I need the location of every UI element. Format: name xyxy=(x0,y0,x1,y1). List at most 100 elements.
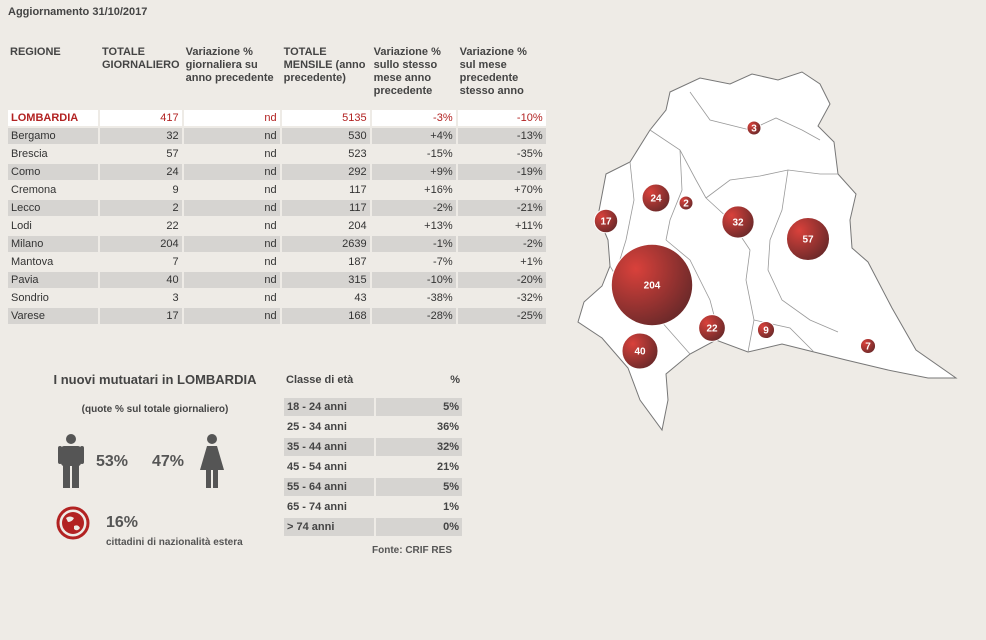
cell-daily: 17 xyxy=(100,308,182,324)
cell-var-prev: +11% xyxy=(457,218,546,234)
cell-daily: 7 xyxy=(100,254,182,270)
cell-monthly: 315 xyxy=(281,272,370,288)
cell-daily: 32 xyxy=(100,128,182,144)
map-bubble-label-varese: 17 xyxy=(600,217,612,228)
age-header-pct: % xyxy=(450,374,460,386)
age-row: 25 - 34 anni 36% xyxy=(284,418,462,436)
age-pct: 5% xyxy=(376,478,462,496)
map-bubble-bergamo xyxy=(721,205,755,239)
age-row: 45 - 54 anni 21% xyxy=(284,458,462,476)
foreign-label: cittadini di nazionalità estera xyxy=(106,537,243,548)
cell-var-prev: -2% xyxy=(457,236,546,252)
age-pct: 21% xyxy=(376,458,462,476)
map-bubble-cremona xyxy=(756,320,776,340)
cell-var-daily: nd xyxy=(183,218,280,234)
cell-monthly: 117 xyxy=(281,200,370,216)
mutuatari-subtitle: (quote % sul totale giornaliero) xyxy=(81,404,229,415)
map-bubble-como xyxy=(641,183,671,213)
age-pct: 5% xyxy=(376,398,462,416)
cell-province: Como xyxy=(8,164,98,180)
cell-var-prev: -19% xyxy=(457,164,546,180)
age-class: 45 - 54 anni xyxy=(284,458,374,476)
age-header-class: Classe di età xyxy=(286,374,354,386)
cell-var-month: +13% xyxy=(371,218,456,234)
cell-var-month: +4% xyxy=(371,128,456,144)
cell-var-daily: nd xyxy=(183,164,280,180)
map-bubble-milano xyxy=(610,243,694,327)
age-pct: 1% xyxy=(376,498,462,516)
cell-var-daily: nd xyxy=(183,200,280,216)
cell-var-month: +9% xyxy=(371,164,456,180)
cell-var-daily: nd xyxy=(183,272,280,288)
lombardy-map: 3 24 2 17 32 57 204 22 9 40 7 xyxy=(577,71,958,432)
cell-var-prev: +70% xyxy=(457,182,546,198)
age-pct: 36% xyxy=(376,418,462,436)
source-note: Fonte: CRIF RES xyxy=(372,545,452,556)
male-percentage: 53% xyxy=(96,453,129,470)
cell-daily: 57 xyxy=(100,146,182,162)
cell-var-month: -38% xyxy=(371,290,456,306)
age-class: 35 - 44 anni xyxy=(284,438,374,456)
cell-var-prev: +1% xyxy=(457,254,546,270)
cell-region-var-daily: nd xyxy=(183,110,280,126)
cell-var-month: -10% xyxy=(371,272,456,288)
cell-daily: 9 xyxy=(100,182,182,198)
cell-var-month: -1% xyxy=(371,236,456,252)
map-bubble-sondrio xyxy=(746,120,762,136)
cell-region-daily: 417 xyxy=(100,110,182,126)
cell-var-month: -15% xyxy=(371,146,456,162)
female-icon xyxy=(200,434,224,488)
map-bubble-mantova xyxy=(859,337,877,355)
map-bubble-label-lodi: 22 xyxy=(706,324,718,335)
cell-province: Mantova xyxy=(8,254,98,270)
cell-region-var-prev: -10% xyxy=(457,110,546,126)
cell-var-month: -7% xyxy=(371,254,456,270)
cell-monthly: 292 xyxy=(281,164,370,180)
cell-monthly: 168 xyxy=(281,308,370,324)
globe-icon xyxy=(56,506,90,540)
cell-monthly: 204 xyxy=(281,218,370,234)
header-var-mese-precedente: Variazione % sul mese precedente stesso … xyxy=(459,46,527,97)
age-header-row: Classe di età % xyxy=(284,374,462,396)
mutuatari-title: I nuovi mutuatari in LOMBARDIA xyxy=(53,372,257,387)
cell-province: Cremona xyxy=(8,182,98,198)
cell-var-month: +16% xyxy=(371,182,456,198)
cell-var-daily: nd xyxy=(183,146,280,162)
cell-province: Sondrio xyxy=(8,290,98,306)
cell-monthly: 117 xyxy=(281,182,370,198)
cell-province: Varese xyxy=(8,308,98,324)
mortgage-table: REGIONE TOTALE GIORNALIERO Variazione % … xyxy=(6,44,548,326)
male-icon xyxy=(58,434,84,488)
cell-var-daily: nd xyxy=(183,128,280,144)
age-row: 55 - 64 anni 5% xyxy=(284,478,462,496)
cell-province: Bergamo xyxy=(8,128,98,144)
map-bubble-label-brescia: 57 xyxy=(802,235,814,246)
cell-province: Pavia xyxy=(8,272,98,288)
cell-var-month: -2% xyxy=(371,200,456,216)
header-regione: REGIONE xyxy=(10,46,61,58)
age-pct: 0% xyxy=(376,518,462,536)
age-row: 35 - 44 anni 32% xyxy=(284,438,462,456)
age-class: 18 - 24 anni xyxy=(284,398,374,416)
cell-monthly: 187 xyxy=(281,254,370,270)
map-bubble-label-pavia: 40 xyxy=(634,347,646,358)
cell-daily: 3 xyxy=(100,290,182,306)
map-bubble-label-sondrio: 3 xyxy=(751,124,757,135)
update-date: Aggiornamento 31/10/2017 xyxy=(8,6,148,18)
cell-var-prev: -35% xyxy=(457,146,546,162)
bubbles-layer: 3 24 2 17 32 57 204 22 9 40 7 xyxy=(593,120,877,370)
header-var-stesso-mese: Variazione % sullo stesso mese anno prec… xyxy=(373,46,441,97)
cell-var-prev: -25% xyxy=(457,308,546,324)
map-bubble-varese xyxy=(593,208,619,234)
age-row: 18 - 24 anni 5% xyxy=(284,398,462,416)
map-bubble-label-mantova: 7 xyxy=(865,342,871,353)
header-totale-mensile: TOTALE MENSILE (anno precedente) xyxy=(283,46,366,84)
cell-province: Lodi xyxy=(8,218,98,234)
cell-var-daily: nd xyxy=(183,308,280,324)
age-class: 55 - 64 anni xyxy=(284,478,374,496)
